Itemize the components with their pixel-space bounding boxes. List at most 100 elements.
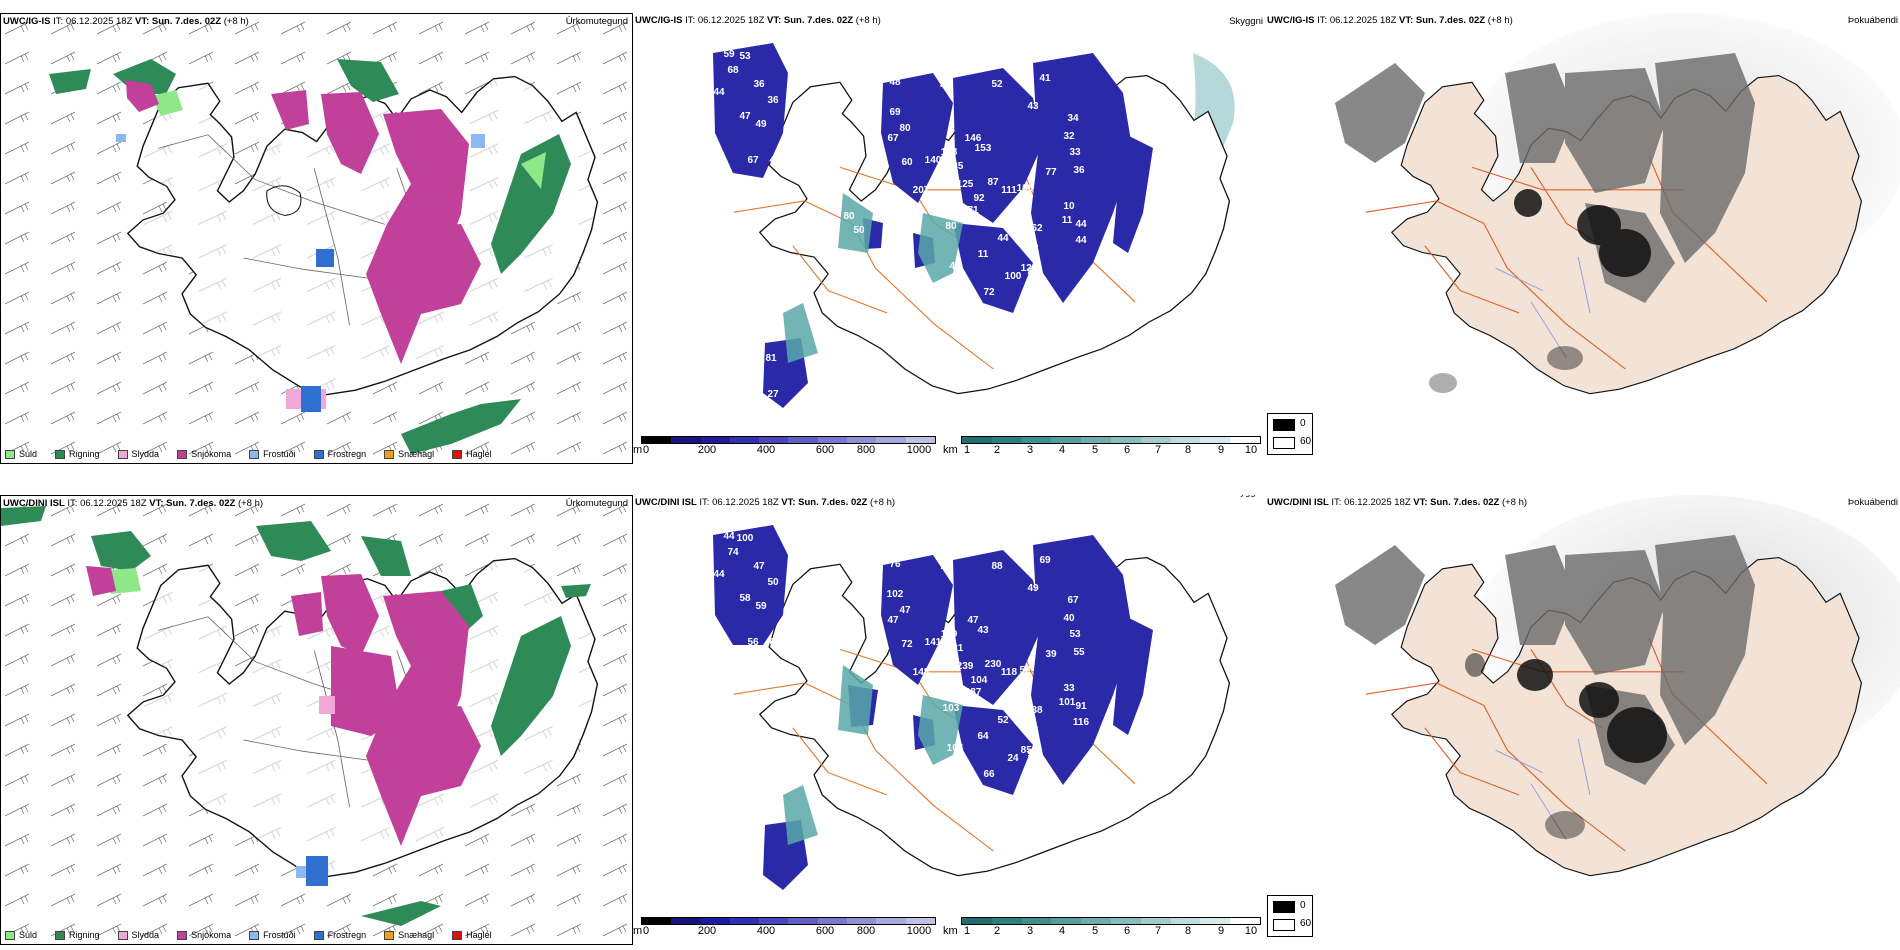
precip-map-graphic <box>1 496 632 944</box>
legend-swatch <box>117 449 128 459</box>
ceiling-value-label: 140 <box>925 155 942 166</box>
ceiling-value-label: 67 <box>1067 595 1079 606</box>
visibility-tick: 5 <box>1091 925 1099 937</box>
panel-title: UWC/DINI ISL IT: 06.12.2025 18Z VT: Sun.… <box>3 498 264 509</box>
ceiling-value-label: 239 <box>957 661 974 672</box>
ceiling-value-label: 41 <box>1039 73 1051 84</box>
visibility-tick: 10 <box>1244 925 1258 937</box>
ceiling-value-label: 72 <box>983 287 995 298</box>
ceiling-value-label: 52 <box>1019 665 1031 676</box>
visibility-tick: 9 <box>1217 444 1225 456</box>
ceiling-value-label: 40 <box>1063 613 1075 624</box>
ceiling-value-label: 43 <box>1027 101 1039 112</box>
fog-indicator-legend: 0 60 <box>1267 413 1313 455</box>
ceiling-value-label: 247 <box>1003 699 1020 710</box>
ceiling-value-label: 72 <box>901 639 913 650</box>
legend-swatch <box>452 930 463 940</box>
ceiling-tick: 800 <box>856 925 876 937</box>
ceiling-value-label: 69 <box>769 637 781 648</box>
legend-swatch <box>313 930 324 940</box>
ceiling-value-label: 44 <box>1075 235 1087 246</box>
ceiling-tick: 0 <box>642 444 650 456</box>
ceiling-value-label: 69 <box>889 107 901 118</box>
ceiling-colorbar: m 0 200 400 600 800 1000 <box>633 436 938 460</box>
visibility-colorbar: km 1 2 3 4 5 6 7 8 9 10 <box>943 917 1265 941</box>
ceiling-value-label: 87 <box>987 177 999 188</box>
legend-item: Haglél <box>452 930 492 940</box>
ceiling-value-label: 33 <box>1063 683 1075 694</box>
panel-title: UWC/DINI ISL IT: 06.12.2025 18Z VT: Sun.… <box>1267 497 1528 508</box>
ceiling-value-label: 50 <box>853 225 865 236</box>
legend-swatch <box>55 930 66 940</box>
legend-item: Súld <box>5 449 37 459</box>
visibility-unit-label: km <box>943 444 958 456</box>
ceiling-tick: 0 <box>642 925 650 937</box>
visibility-tick: 6 <box>1123 444 1131 456</box>
panel-type-label: Skyggni <box>1229 495 1263 498</box>
visibility-tick: 7 <box>1154 444 1162 456</box>
visibility-unit-label: km <box>943 925 958 937</box>
ceiling-value-label: 106 <box>1017 183 1034 194</box>
ceiling-value-label: 81 <box>765 353 777 364</box>
ceiling-colorbar-bar <box>641 436 936 444</box>
ceiling-value-label: 68 <box>727 65 739 76</box>
legend-item: Snjókoma <box>177 930 231 940</box>
ceiling-value-label: 72 <box>939 561 951 572</box>
ceiling-tick: 600 <box>815 444 835 456</box>
legend-swatch <box>177 930 188 940</box>
visibility-tick: 4 <box>1058 444 1066 456</box>
ceiling-value-label: 67 <box>887 133 899 144</box>
visibility-colorbar-bar <box>961 436 1261 444</box>
legend-swatch <box>384 449 395 459</box>
ceiling-tick: 800 <box>856 444 876 456</box>
legend-swatch <box>55 449 66 459</box>
panel-title: UWC/IG-IS IT: 06.12.2025 18Z VT: Sun. 7.… <box>3 16 249 27</box>
ceiling-value-label: 50 <box>1027 749 1039 760</box>
legend-label-high: 0 <box>1300 418 1306 429</box>
legend-item: Frostúði <box>249 449 296 459</box>
legend-swatch <box>5 930 15 940</box>
legend-item: Slydda <box>117 930 159 940</box>
ceiling-value-label: 33 <box>1069 147 1081 158</box>
ceiling-value-label: 34 <box>1067 113 1079 124</box>
ceiling-value-label: 102 <box>887 589 904 600</box>
ceiling-value-label: 80 <box>843 211 855 222</box>
legend-item: Súld <box>5 930 37 940</box>
panel-type-label: Úrkomutegund <box>565 16 628 27</box>
ceiling-value-label: 153 <box>975 143 992 154</box>
visibility-tick: 3 <box>1026 925 1034 937</box>
ceiling-value-label: 56 <box>747 637 759 648</box>
ceiling-value-label: 27 <box>767 389 779 400</box>
ceiling-value-label: 76 <box>859 577 871 588</box>
fog-indicator-map-dini-isl: UWC/DINI ISL IT: 06.12.2025 18Z VT: Sun.… <box>1265 495 1900 895</box>
fog-indicator-legend: 0 60 <box>1267 895 1313 937</box>
ceiling-value-label: 64 <box>977 731 989 742</box>
ceiling-value-label: 77 <box>1045 167 1057 178</box>
legend-swatch <box>249 449 260 459</box>
ceiling-value-label: 11 <box>1062 215 1073 226</box>
ceiling-value-label: 39 <box>1045 649 1057 660</box>
ceiling-value-label: 36 <box>1073 165 1085 176</box>
ceiling-value-label: 104 <box>947 743 964 754</box>
ceiling-value-label: 118 <box>1001 667 1018 678</box>
visibility-tick: 1 <box>963 925 971 937</box>
ceiling-value-label: 135 <box>947 161 964 172</box>
legend-swatch-low <box>1273 919 1295 931</box>
ceiling-value-label: 47 <box>739 111 751 122</box>
legend-swatch <box>249 930 260 940</box>
ceiling-value-label: 52 <box>997 715 1009 726</box>
ceiling-value-label: 50 <box>939 79 951 90</box>
ceiling-value-label: 91 <box>1075 701 1087 712</box>
legend-swatch <box>452 449 463 459</box>
legend-swatch <box>313 449 324 459</box>
ceiling-value-label: 230 <box>985 659 1002 670</box>
visibility-tick: 4 <box>1058 925 1066 937</box>
ceiling-value-label: 47 <box>753 561 765 572</box>
ceiling-value-label: 48 <box>949 261 961 272</box>
ceiling-value-label: 55 <box>1073 647 1085 658</box>
ceiling-value-label: 44 <box>713 569 725 580</box>
ceiling-value-label: 56 <box>1027 725 1039 736</box>
panel-type-label: Skyggni <box>1229 16 1263 27</box>
ceiling-value-label: 38 <box>1031 705 1043 716</box>
ceiling-value-label: 44 <box>997 233 1009 244</box>
